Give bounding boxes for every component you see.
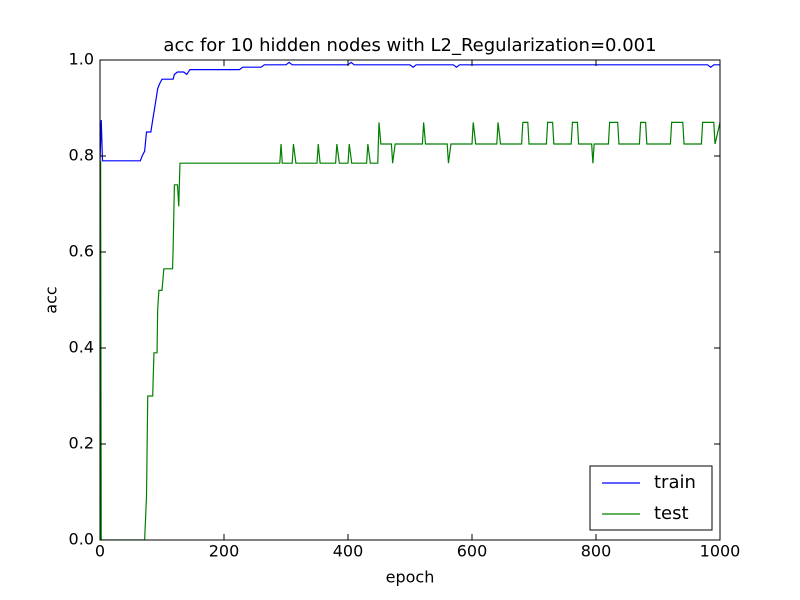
- y-tick-label: 0.0: [69, 530, 94, 549]
- legend-box: [589, 465, 713, 531]
- y-tick-label: 0.2: [69, 434, 94, 453]
- x-tick-label: 400: [333, 542, 364, 561]
- y-axis-label: acc: [42, 286, 61, 313]
- x-tick-label: 200: [209, 542, 240, 561]
- x-tick-label: 1000: [700, 542, 741, 561]
- y-tick-label: 0.8: [69, 146, 94, 165]
- y-tick-label: 1.0: [69, 50, 94, 69]
- x-tick-label: 800: [581, 542, 612, 561]
- x-tick-label: 600: [457, 542, 488, 561]
- legend-label: train: [654, 472, 696, 493]
- y-tick-label: 0.4: [69, 338, 94, 357]
- x-tick-label: 0: [95, 542, 105, 561]
- plot-frame: [99, 59, 721, 541]
- line-series: [100, 121, 720, 540]
- chart-title: acc for 10 hidden nodes with L2_Regulari…: [163, 35, 656, 56]
- y-tick-label: 0.6: [69, 242, 94, 261]
- line-series: [100, 61, 720, 162]
- legend-label: test: [654, 503, 689, 524]
- x-axis-label: epoch: [386, 568, 435, 587]
